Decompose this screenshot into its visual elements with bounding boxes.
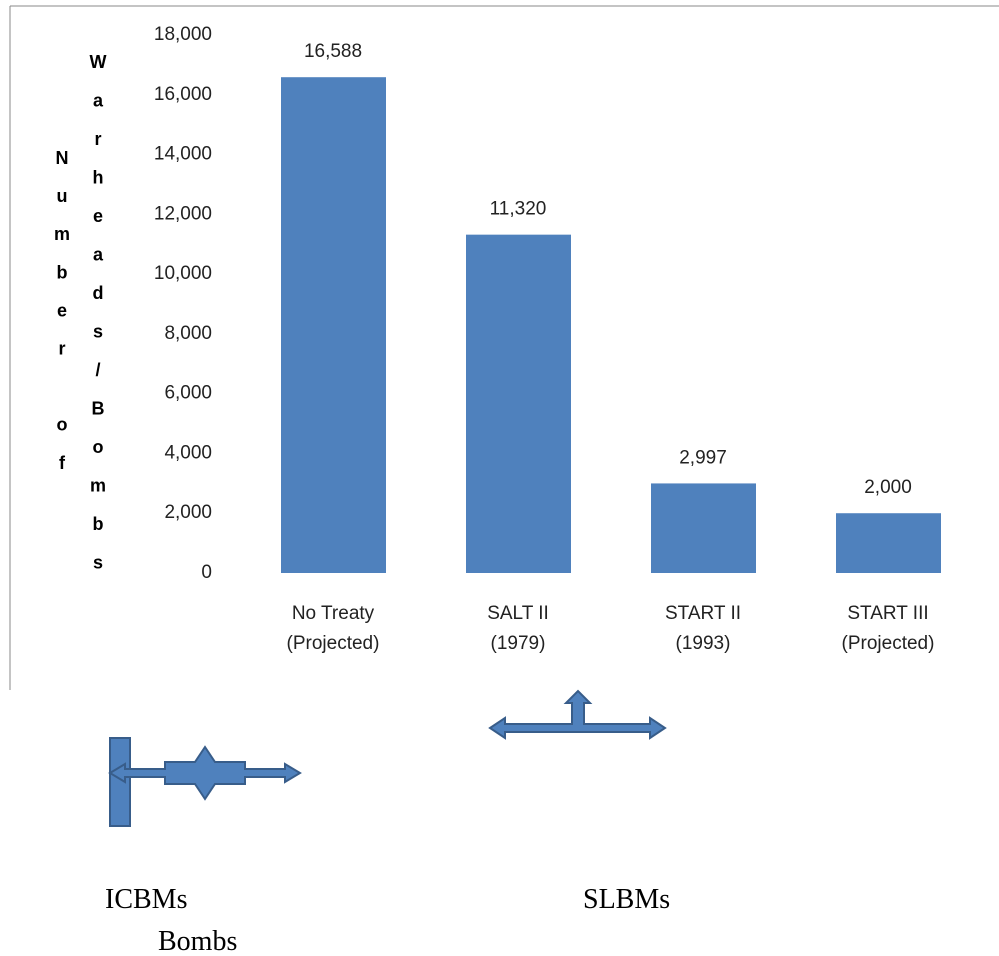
x-tick-label: (1979): [491, 633, 546, 654]
y-tick-label: 10,000: [154, 263, 212, 284]
x-tick-label: (Projected): [287, 633, 380, 654]
x-tick-label: (Projected): [842, 633, 935, 654]
x-tick-label: SALT II: [487, 603, 549, 624]
annotation: Bombs: [158, 926, 237, 956]
x-tick-label: No Treaty: [292, 603, 375, 624]
y-tick-label: 4,000: [164, 442, 212, 463]
bar: [466, 234, 571, 573]
value-label: 2,997: [679, 447, 727, 468]
annotation: ICBMs: [105, 884, 187, 915]
icbm-shape: [109, 737, 131, 827]
x-tick-label: START II: [665, 603, 741, 624]
bar: [281, 77, 386, 573]
y-tick-label: 18,000: [154, 24, 212, 45]
y-tick-label: 16,000: [154, 84, 212, 105]
bomb-arrow: [108, 745, 302, 801]
bar: [651, 483, 756, 573]
y-tick-label: 2,000: [164, 502, 212, 523]
value-label: 16,588: [304, 41, 362, 62]
bar: [836, 513, 941, 573]
slbm-arrow: [488, 689, 667, 740]
y-tick-label: 0: [201, 562, 212, 583]
x-tick-label: START III: [847, 603, 928, 624]
y-tick-label: 14,000: [154, 144, 212, 165]
value-label: 2,000: [864, 477, 912, 498]
value-label: 11,320: [490, 199, 547, 220]
y-tick-label: 8,000: [164, 323, 212, 344]
y-tick-label: 6,000: [164, 383, 212, 404]
annotation: SLBMs: [583, 884, 670, 915]
x-tick-label: (1993): [676, 633, 731, 654]
y-tick-label: 12,000: [154, 203, 212, 224]
